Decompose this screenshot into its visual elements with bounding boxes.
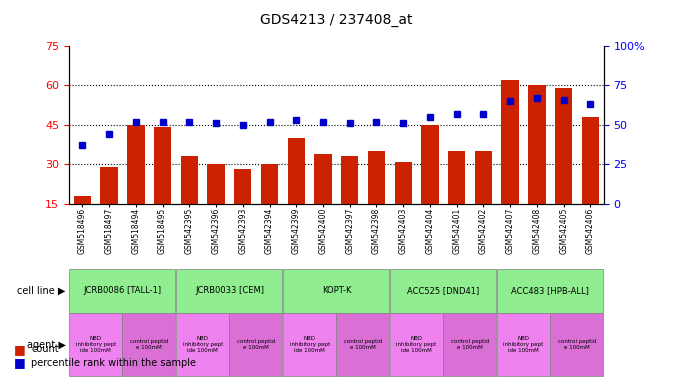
Text: count: count xyxy=(31,344,59,354)
Text: NBD
inhibitory pept
ide 100mM: NBD inhibitory pept ide 100mM xyxy=(183,336,223,353)
Text: JCRB0033 [CEM]: JCRB0033 [CEM] xyxy=(195,286,264,295)
Text: NBD
inhibitory pept
ide 100mM: NBD inhibitory pept ide 100mM xyxy=(504,336,544,353)
Bar xyxy=(127,125,144,204)
Text: NBD
inhibitory pept
ide 100mM: NBD inhibitory pept ide 100mM xyxy=(290,336,330,353)
Text: ACC483 [HPB-ALL]: ACC483 [HPB-ALL] xyxy=(511,286,589,295)
Text: ACC525 [DND41]: ACC525 [DND41] xyxy=(407,286,480,295)
Bar xyxy=(448,151,465,204)
Bar xyxy=(74,196,91,204)
Text: cell line ▶: cell line ▶ xyxy=(17,286,66,296)
Text: ■: ■ xyxy=(14,343,26,356)
Bar xyxy=(101,167,118,204)
Bar xyxy=(502,80,519,204)
Bar xyxy=(395,162,412,204)
Bar xyxy=(208,164,225,204)
Bar xyxy=(154,127,171,204)
Bar xyxy=(341,156,358,204)
Bar xyxy=(582,117,599,204)
Text: control peptid
e 100mM: control peptid e 100mM xyxy=(130,339,168,350)
Text: NBD
inhibitory pept
ide 100mM: NBD inhibitory pept ide 100mM xyxy=(397,336,437,353)
Text: control peptid
e 100mM: control peptid e 100mM xyxy=(558,339,596,350)
Bar xyxy=(555,88,572,204)
Text: GDS4213 / 237408_at: GDS4213 / 237408_at xyxy=(260,13,413,27)
Text: JCRB0086 [TALL-1]: JCRB0086 [TALL-1] xyxy=(83,286,161,295)
Bar xyxy=(475,151,492,204)
Text: ■: ■ xyxy=(14,356,26,369)
Bar xyxy=(368,151,385,204)
Bar xyxy=(422,125,439,204)
Text: control peptid
e 100mM: control peptid e 100mM xyxy=(344,339,382,350)
Text: control peptid
e 100mM: control peptid e 100mM xyxy=(451,339,489,350)
Bar xyxy=(529,86,546,204)
Bar xyxy=(315,154,332,204)
Bar xyxy=(261,164,278,204)
Text: control peptid
e 100mM: control peptid e 100mM xyxy=(237,339,275,350)
Text: agent ▶: agent ▶ xyxy=(27,339,66,350)
Text: KOPT-K: KOPT-K xyxy=(322,286,351,295)
Text: NBD
inhibitory pept
ide 100mM: NBD inhibitory pept ide 100mM xyxy=(76,336,116,353)
Text: percentile rank within the sample: percentile rank within the sample xyxy=(31,358,196,368)
Bar xyxy=(234,169,251,204)
Bar xyxy=(288,138,305,204)
Bar xyxy=(181,156,198,204)
